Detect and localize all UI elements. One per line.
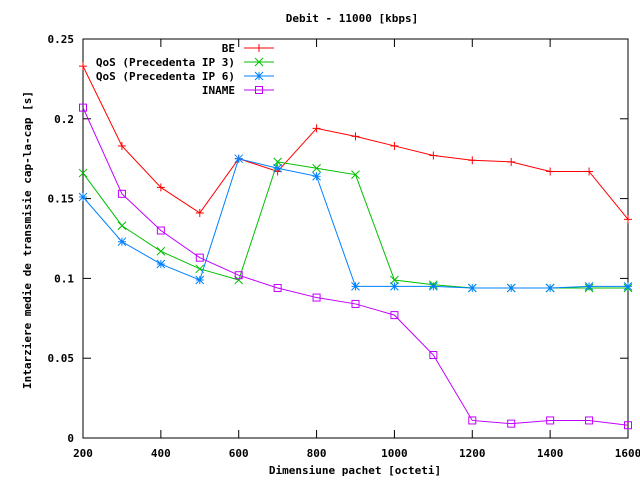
x-tick-label: 800 [307, 447, 327, 460]
data-point [351, 132, 360, 141]
data-point [156, 226, 165, 235]
legend-label: INAME [202, 84, 235, 97]
x-tick-label: 200 [73, 447, 93, 460]
legend-swatch-marker [255, 86, 263, 94]
y-axis-label: Intarziere medie de transmisie cap-la-ca… [21, 91, 34, 389]
data-point [195, 208, 204, 217]
plot-frame [82, 38, 629, 439]
x-tick-label: 1200 [459, 447, 486, 460]
series-layer [78, 62, 633, 430]
y-tick-label: 0.05 [48, 352, 75, 365]
data-point [156, 246, 166, 256]
chart-title: Debit - 11000 [kbps] [286, 12, 418, 25]
data-point [234, 271, 243, 280]
x-axis-label: Dimensiune pachet [octeti] [269, 464, 441, 477]
data-point [429, 151, 438, 160]
legend-label: QoS (Precedenta IP 6) [96, 70, 235, 83]
data-point [467, 283, 477, 293]
data-point [117, 237, 127, 247]
x-tick-label: 1600 [615, 447, 640, 460]
y-tick-label: 0.25 [48, 33, 75, 46]
data-point [195, 253, 204, 262]
data-point [624, 421, 632, 430]
series-line [82, 158, 628, 289]
data-point [234, 275, 244, 285]
data-point [623, 282, 633, 291]
series-line [82, 107, 629, 426]
legend-label: BE [222, 42, 235, 55]
y-tick-label: 0.2 [54, 113, 74, 126]
data-point [390, 311, 399, 320]
y-tick-label: 0.1 [54, 272, 74, 285]
x-tick-label: 1400 [537, 447, 564, 460]
data-point [312, 171, 321, 181]
series-iname [79, 103, 632, 430]
data-point [390, 282, 399, 291]
data-point [584, 282, 594, 291]
data-point [585, 167, 594, 176]
series-qos-precedenta-ip-6 [78, 154, 633, 293]
data-point [546, 416, 555, 425]
series-qos-precedenta-ip-3 [78, 157, 633, 293]
data-point [506, 283, 516, 293]
data-point [507, 157, 516, 166]
data-point [117, 141, 126, 150]
x-tick-label: 600 [229, 447, 249, 460]
data-point [234, 154, 244, 164]
data-point [351, 299, 360, 308]
data-point [546, 167, 555, 176]
data-point [429, 351, 438, 360]
data-point [117, 189, 126, 198]
legend-swatch-marker [254, 71, 264, 81]
data-point [468, 156, 477, 165]
y-tick-label: 0.15 [48, 193, 75, 206]
axis-ticks: 200 400 600 800 1000 1200 1400 1600 0 0.05 0.1 0.15… [48, 33, 640, 460]
data-point [312, 293, 321, 302]
legend-swatch-marker [254, 57, 264, 67]
data-point [156, 183, 165, 192]
data-point [390, 275, 399, 285]
data-point [78, 192, 88, 202]
y-tick-label: 0 [67, 432, 74, 445]
series-line [82, 161, 628, 289]
data-point [312, 163, 321, 173]
data-point [429, 282, 438, 291]
legend-label: QoS (Precedenta IP 3) [96, 56, 235, 69]
data-point [507, 419, 516, 428]
data-point [195, 275, 205, 285]
data-point [273, 157, 282, 167]
data-point [545, 283, 555, 293]
data-point [351, 282, 360, 291]
data-point [390, 141, 399, 150]
data-point [79, 62, 87, 71]
data-point [79, 103, 87, 112]
legend-swatch-marker [255, 44, 263, 52]
data-point [273, 283, 282, 292]
series-be [79, 62, 632, 224]
data-point [117, 221, 127, 231]
data-point [351, 170, 360, 180]
series-line [82, 65, 629, 220]
data-point [156, 259, 166, 269]
data-point [273, 163, 282, 173]
x-tick-label: 1000 [381, 447, 408, 460]
data-point [468, 416, 477, 425]
x-tick-label: 400 [151, 447, 171, 460]
data-point [312, 124, 321, 133]
data-point [624, 215, 632, 224]
data-point [585, 416, 594, 425]
data-point [78, 168, 88, 178]
